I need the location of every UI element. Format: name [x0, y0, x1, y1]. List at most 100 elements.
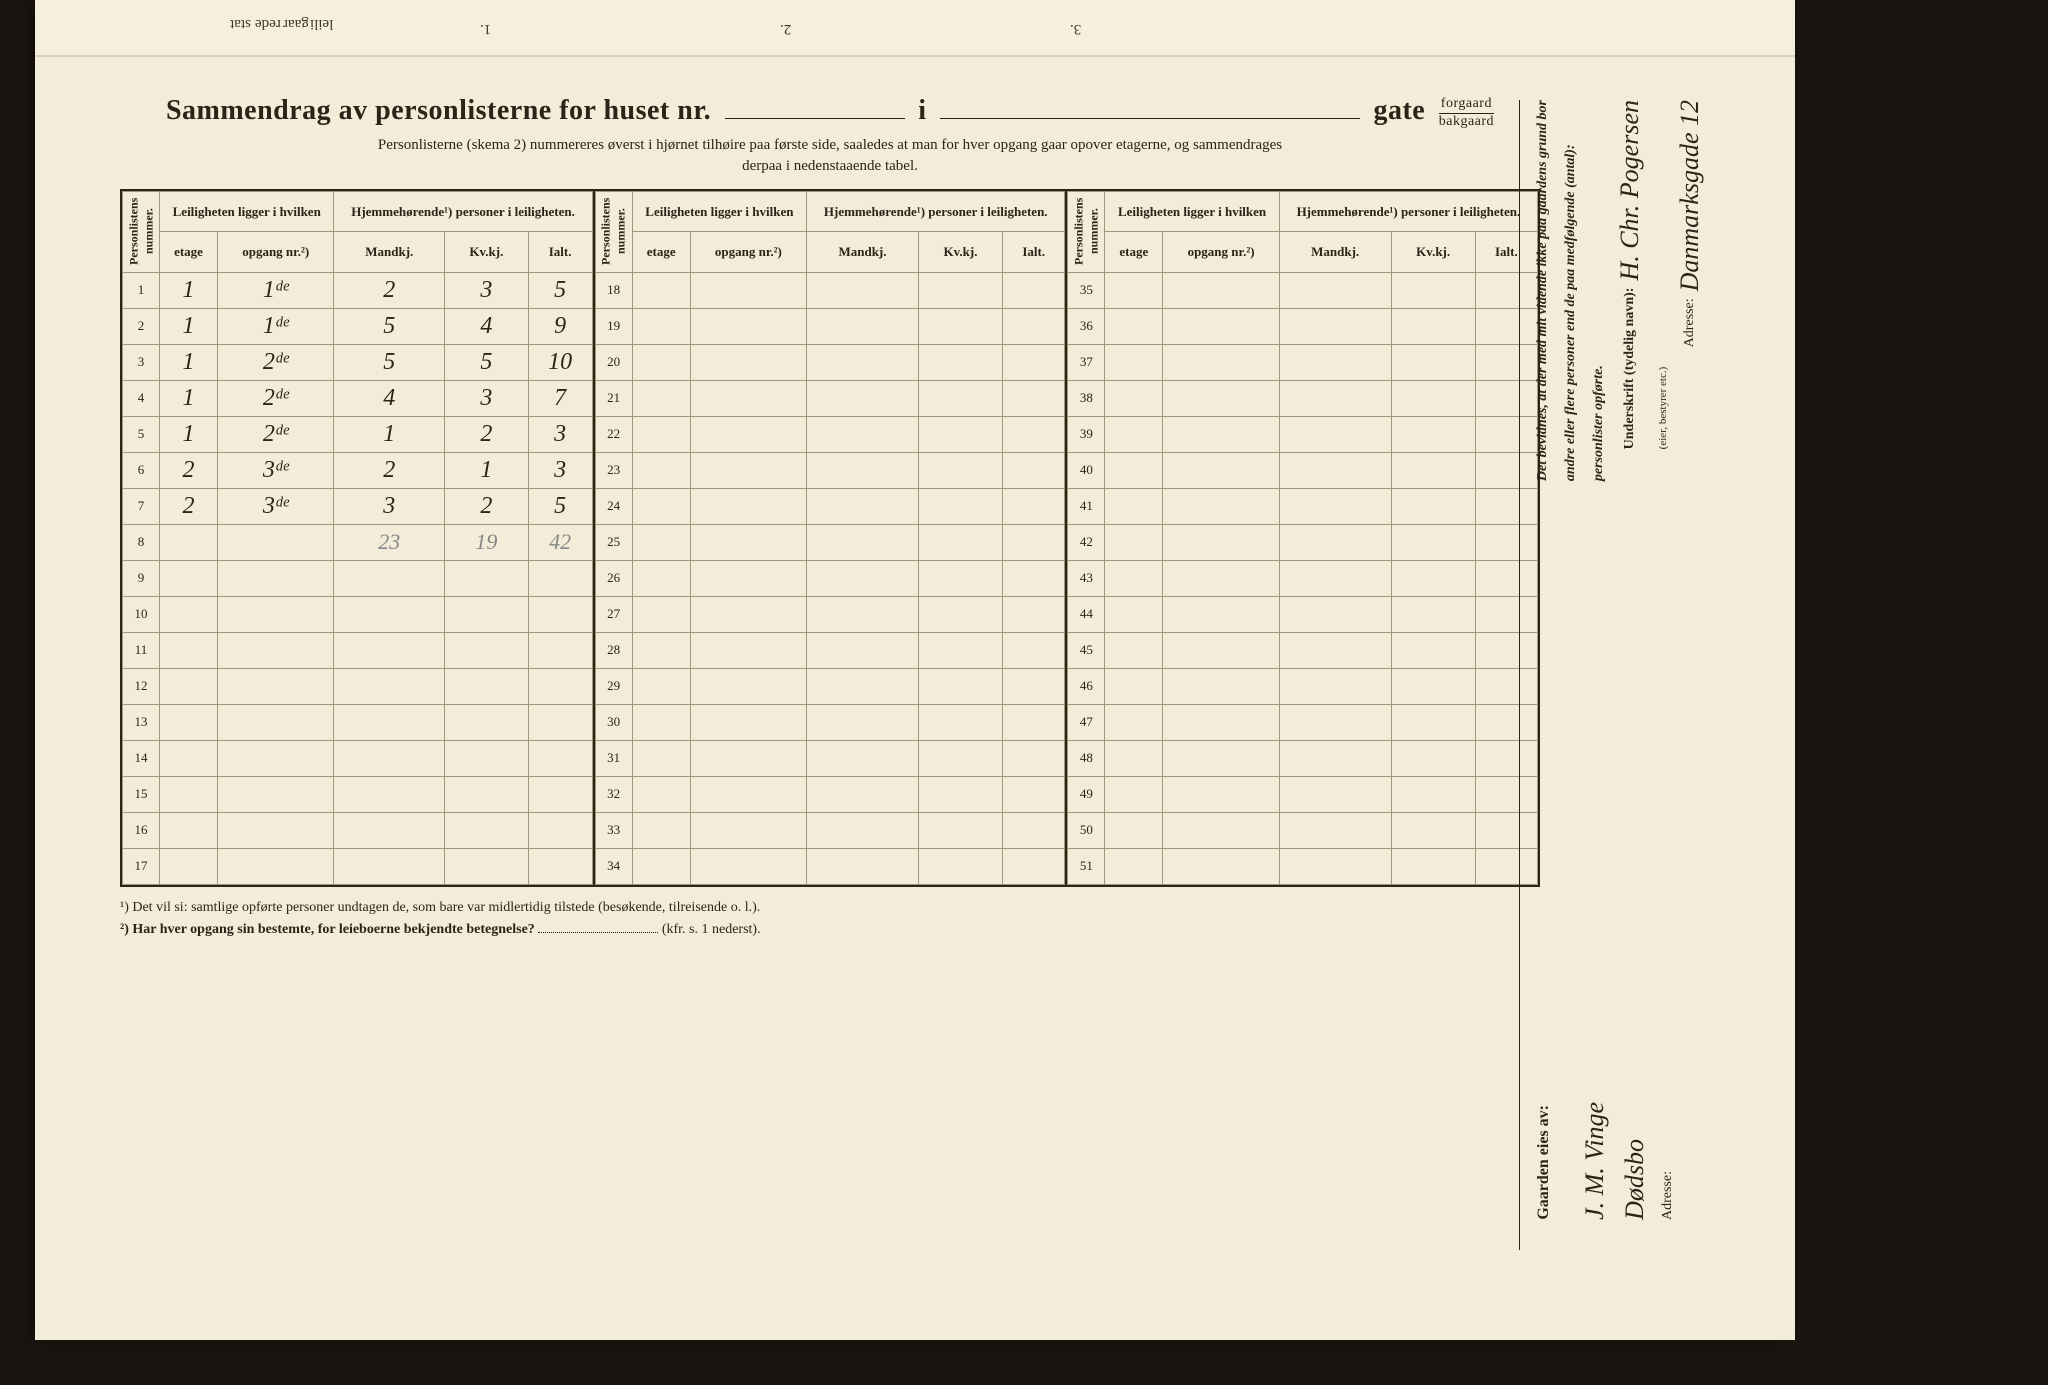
- footnote-2: ²) Har hver opgang sin bestemte, for lei…: [120, 919, 1540, 941]
- cell-etage: [632, 380, 690, 416]
- cell-etage: [632, 596, 690, 632]
- adresse2-label: Adresse:: [1660, 1171, 1676, 1220]
- cell-mandkj: [807, 596, 919, 632]
- cell-mandkj: 4: [334, 380, 445, 416]
- table-row: 33: [595, 812, 1065, 848]
- andre-text: andre eller flere personer end de paa me…: [1563, 100, 1579, 481]
- forgaard: forgaard: [1439, 96, 1494, 113]
- subtitle-1: Personlisterne (skema 2) nummereres øver…: [120, 137, 1540, 154]
- cell-opgang: [1163, 776, 1279, 812]
- cell-ialt: [1003, 452, 1065, 488]
- signature-value: H. Chr. Pogersen: [1615, 100, 1644, 281]
- cell-kvkj: [918, 524, 1002, 560]
- row-number: 2: [123, 308, 160, 344]
- cell-opgang: [1163, 344, 1279, 380]
- cell-kvkj: [1391, 596, 1475, 632]
- row-number: 19: [595, 308, 632, 344]
- page-title: Sammendrag av personlisterne for huset n…: [120, 95, 1540, 129]
- row-number: 22: [595, 416, 632, 452]
- cell-kvkj: [918, 848, 1002, 884]
- cell-kvkj: [918, 488, 1002, 524]
- cell-mandkj: [1279, 344, 1391, 380]
- owner-name: J. M. Vinge: [1580, 1102, 1610, 1220]
- cell-opgang: [1163, 812, 1279, 848]
- footnote-blank: [538, 932, 658, 933]
- footnotes: ¹) Det vil si: samtlige opførte personer…: [120, 897, 1540, 942]
- cell-opgang: [218, 632, 334, 668]
- cell-opgang: [690, 452, 806, 488]
- bakgaard: bakgaard: [1439, 114, 1494, 129]
- row-number: 48: [1068, 740, 1105, 776]
- row-number: 5: [123, 416, 160, 452]
- cell-etage: [632, 848, 690, 884]
- cell-mandkj: [1279, 272, 1391, 308]
- row-number: 26: [595, 560, 632, 596]
- cell-etage: [1105, 776, 1163, 812]
- cell-etage: 1: [160, 416, 218, 452]
- cell-kvkj: [918, 776, 1002, 812]
- cell-kvkj: [445, 668, 528, 704]
- top-label: rede: [255, 15, 281, 32]
- subtitle-2: derpaa i nedenstaaende tabel.: [120, 158, 1540, 175]
- cell-opgang: [1163, 560, 1279, 596]
- cell-mandkj: [1279, 668, 1391, 704]
- cell-kvkj: 1: [445, 452, 528, 488]
- table-row: 27: [595, 596, 1065, 632]
- cell-ialt: [1003, 488, 1065, 524]
- cell-ialt: 7: [528, 380, 592, 416]
- cell-ialt: [1003, 416, 1065, 452]
- cell-kvkj: [445, 848, 528, 884]
- cell-opgang: [690, 380, 806, 416]
- cell-kvkj: [1391, 452, 1475, 488]
- attestation-panel: Det bevidnes, at der med mit vidende ikk…: [1519, 100, 1765, 1250]
- table-row: 15: [123, 776, 593, 812]
- cell-kvkj: [1391, 416, 1475, 452]
- cell-kvkj: [918, 272, 1002, 308]
- cell-opgang: [1163, 740, 1279, 776]
- top-page-edge: stat rede gaar leili 1. 2. 3.: [35, 0, 1795, 57]
- col-kvkj: Kv.kj.: [918, 232, 1002, 273]
- cell-kvkj: 3: [445, 380, 528, 416]
- table-row: 51: [1068, 848, 1538, 884]
- col-kvkj: Kv.kj.: [445, 232, 528, 273]
- cell-ialt: [1003, 272, 1065, 308]
- row-number: 50: [1068, 812, 1105, 848]
- cell-mandkj: [1279, 812, 1391, 848]
- cell-mandkj: [334, 596, 445, 632]
- cell-opgang: [218, 740, 334, 776]
- bevidnes-text: Det bevidnes, at der med mit vidende ikk…: [1535, 100, 1551, 481]
- cell-mandkj: [1279, 524, 1391, 560]
- footnote-1: ¹) Det vil si: samtlige opførte personer…: [120, 897, 1540, 919]
- cell-ialt: [528, 560, 592, 596]
- row-number: 49: [1068, 776, 1105, 812]
- cell-opgang: 1ᵈᵉ: [218, 308, 334, 344]
- table-row: 23: [595, 452, 1065, 488]
- cell-ialt: 9: [528, 308, 592, 344]
- cell-ialt: [1003, 596, 1065, 632]
- cell-opgang: [1163, 272, 1279, 308]
- cell-opgang: [218, 668, 334, 704]
- cell-mandkj: [334, 776, 445, 812]
- cell-mandkj: [1279, 632, 1391, 668]
- cell-opgang: [1163, 380, 1279, 416]
- cell-ialt: [1003, 704, 1065, 740]
- cell-mandkj: [1279, 452, 1391, 488]
- table-row: 47: [1068, 704, 1538, 740]
- col-mandkj: Mandkj.: [807, 232, 919, 273]
- col-opgang: opgang nr.²): [1163, 232, 1279, 273]
- col-opgang: opgang nr.²): [690, 232, 806, 273]
- cell-kvkj: [1391, 740, 1475, 776]
- cell-ialt: 5: [528, 488, 592, 524]
- row-number: 29: [595, 668, 632, 704]
- cell-ialt: [528, 740, 592, 776]
- cell-kvkj: [1391, 344, 1475, 380]
- row-number: 42: [1068, 524, 1105, 560]
- cell-kvkj: [445, 740, 528, 776]
- title-i: i: [918, 95, 926, 126]
- cell-opgang: [690, 416, 806, 452]
- cell-kvkj: 4: [445, 308, 528, 344]
- cell-kvkj: 2: [445, 488, 528, 524]
- cell-ialt: [528, 812, 592, 848]
- table-row: 44: [1068, 596, 1538, 632]
- cell-opgang: [218, 560, 334, 596]
